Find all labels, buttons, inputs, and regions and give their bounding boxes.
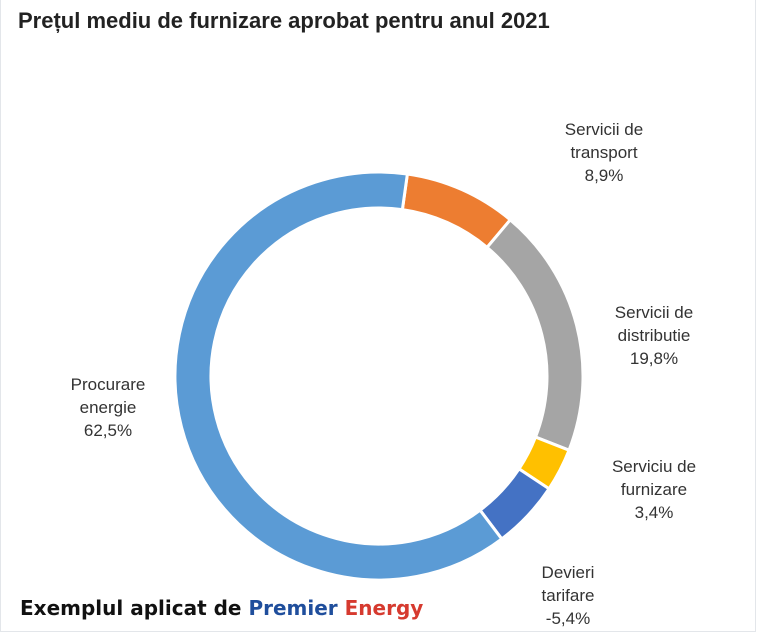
slice-servicii-de-distributie [484, 217, 585, 453]
slice-procurare-energie [173, 170, 504, 582]
brand-energy: Energy [344, 596, 424, 620]
label-line: Devieri [542, 563, 595, 582]
label-devieri-tarifare: Devieri tarifare -5,4% [542, 563, 595, 628]
label-procurare-energie: Procurare energie 62,5% [71, 375, 146, 440]
label-line: furnizare [621, 480, 687, 499]
label-line: 62,5% [84, 421, 132, 440]
donut-slices [173, 170, 585, 582]
label-line: 19,8% [630, 349, 678, 368]
footer-caption: Exemplul aplicat de Premier Energy [20, 596, 423, 620]
label-line: distributie [618, 326, 691, 345]
slice-servicii-de-transport [400, 172, 513, 250]
label-line: 8,9% [585, 166, 624, 185]
slice-labels: Servicii de transport 8,9% Servicii de distr… [71, 120, 696, 628]
brand-premier: Premier [248, 596, 338, 620]
label-line: Procurare [71, 375, 146, 394]
label-line: Servicii de [565, 120, 643, 139]
label-servicii-de-transport: Servicii de transport 8,9% [565, 120, 643, 185]
label-line: tarifare [542, 586, 595, 605]
label-line: energie [80, 398, 137, 417]
chart-title: Prețul mediu de furnizare aprobat pentru… [18, 8, 550, 33]
label-serviciu-de-furnizare: Serviciu de furnizare 3,4% [612, 457, 696, 522]
label-line: transport [570, 143, 637, 162]
label-line: -5,4% [546, 609, 590, 628]
label-line: Servicii de [615, 303, 693, 322]
label-line: 3,4% [635, 503, 674, 522]
label-servicii-de-distributie: Servicii de distributie 19,8% [615, 303, 693, 368]
footer-prefix: Exemplul aplicat de [20, 596, 249, 620]
label-line: Serviciu de [612, 457, 696, 476]
